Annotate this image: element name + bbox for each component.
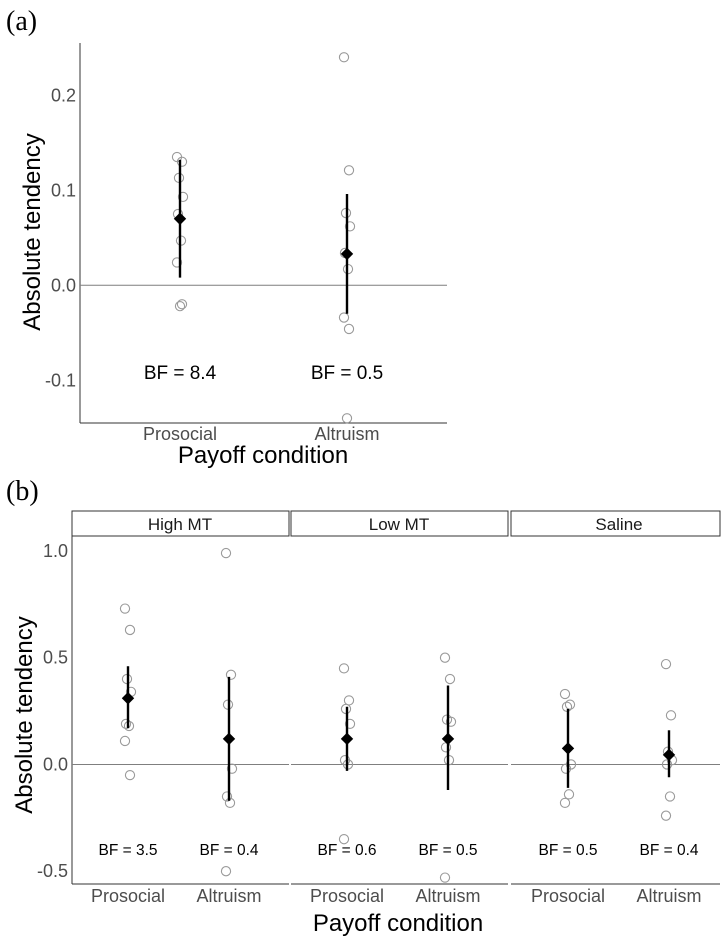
facet-strip-saline bbox=[510, 510, 721, 537]
facet-strip-high-mt bbox=[71, 510, 290, 537]
facet-saline-altruism-bf-label: BF = 0.4 bbox=[639, 842, 698, 859]
facet-saline-x-tick-label: Altruism bbox=[636, 886, 701, 906]
facet-low-mt-prosocial-bf-label: BF = 0.6 bbox=[317, 842, 376, 859]
facet-low-mt-altruism-point bbox=[445, 716, 457, 727]
panel-b-x-axis-title: Payoff condition bbox=[313, 910, 483, 936]
panel-a-x-axis-title: Payoff condition bbox=[178, 442, 348, 469]
panel-a-x-tick-label: Altruism bbox=[314, 424, 379, 444]
panel-a-y-tick-label: -0.1 bbox=[45, 370, 76, 390]
facet-high-mt-x-tick-label: Altruism bbox=[196, 886, 261, 906]
panel-b-y-axis-title: Absolute tendency bbox=[11, 616, 38, 813]
facet-low-mt-x-tick-label: Prosocial bbox=[310, 886, 384, 906]
panel-a-altruism-point bbox=[338, 52, 350, 63]
facet-high-mt-altruism-bf-label: BF = 0.4 bbox=[199, 842, 258, 859]
facet-saline-x-tick-label: Prosocial bbox=[531, 886, 605, 906]
facet-high-mt-x-tick-label: Prosocial bbox=[91, 886, 165, 906]
facet-low-mt-x-tick-label: Altruism bbox=[415, 886, 480, 906]
facet-saline-prosocial-bf-label: BF = 0.5 bbox=[538, 842, 597, 859]
panel-a-altruism-point bbox=[343, 165, 355, 176]
facet-saline-prosocial-point bbox=[564, 699, 576, 710]
facet-low-mt-altruism-point bbox=[444, 673, 456, 685]
facet-saline-altruism-mean-marker bbox=[662, 748, 676, 762]
panel-a-prosocial-bf-label: BF = 8.4 bbox=[144, 363, 217, 384]
facet-saline-altruism-point bbox=[660, 810, 672, 821]
panel-a-altruism-point bbox=[341, 413, 353, 424]
panel-a-prosocial-mean-marker bbox=[173, 212, 187, 225]
facet-saline-prosocial-point bbox=[560, 763, 572, 774]
panel-a-label: (a) bbox=[6, 6, 37, 37]
facet-saline-altruism-point bbox=[664, 791, 676, 802]
panel-b-y-tick-label: 0.5 bbox=[43, 648, 68, 668]
facet-low-mt-altruism-point bbox=[439, 872, 451, 883]
facet-low-mt-prosocial-point bbox=[344, 718, 356, 730]
facet-high-mt-prosocial-bf-label: BF = 3.5 bbox=[98, 842, 157, 859]
facet-low-mt-altruism-point bbox=[440, 742, 452, 753]
panel-a-altruism-point bbox=[338, 312, 350, 323]
facet-high-mt-prosocial-mean-marker bbox=[121, 692, 135, 705]
panel-b-y-tick-label: 0.0 bbox=[43, 754, 68, 774]
panel-a-prosocial-point bbox=[176, 299, 188, 310]
panel-a-prosocial-point bbox=[176, 156, 188, 167]
panel-a-prosocial-point bbox=[177, 191, 189, 203]
panel-a-altruism-point bbox=[344, 221, 356, 232]
facet-low-mt-altruism-point bbox=[439, 652, 451, 663]
facet-saline-altruism-point bbox=[660, 658, 672, 670]
facet-strip-low-mt bbox=[290, 510, 509, 537]
panel-a-prosocial-point bbox=[171, 257, 183, 268]
facet-low-mt-prosocial-point bbox=[338, 834, 350, 845]
facet-saline-prosocial-point bbox=[563, 789, 575, 800]
facet-high-mt-prosocial-point bbox=[119, 603, 131, 614]
facet-high-mt-altruism-point bbox=[226, 763, 238, 774]
panel-b: (b) High MT Low MT Saline -0.5 0.0 0.5 1.0 P… bbox=[6, 476, 721, 936]
facet-strip-label-high-mt: High MT bbox=[148, 515, 212, 534]
facet-high-mt-prosocial-point bbox=[124, 624, 136, 636]
facet-high-mt-altruism-point bbox=[225, 669, 237, 680]
panel-b-y-tick-label: -0.5 bbox=[37, 861, 68, 881]
panel-a: (a) -0.1 0.0 0.1 0.2 Prosocial Altruism BF = 8… bbox=[6, 6, 447, 469]
facet-low-mt-prosocial-point bbox=[343, 695, 355, 706]
facet-low-mt-prosocial-mean-marker bbox=[340, 732, 354, 746]
facet-low-mt-prosocial-point bbox=[338, 663, 350, 674]
panel-a-prosocial-point bbox=[174, 300, 186, 312]
facet-high-mt-prosocial-point bbox=[120, 718, 132, 730]
panel-b-label: (b) bbox=[6, 476, 39, 507]
panel-a-y-tick-label: 0.1 bbox=[51, 180, 76, 200]
facet-high-mt-prosocial-point bbox=[124, 769, 136, 781]
facet-saline-altruism-point bbox=[665, 710, 677, 721]
facet-strip-label-low-mt: Low MT bbox=[369, 515, 429, 534]
panel-a-altruism-mean-marker bbox=[340, 247, 354, 261]
facet-high-mt-prosocial-point bbox=[119, 735, 131, 747]
facet-high-mt-altruism-point bbox=[221, 791, 233, 802]
facet-saline-prosocial-mean-marker bbox=[561, 742, 575, 755]
facet-high-mt-altruism-mean-marker bbox=[222, 732, 236, 746]
panel-a-y-axis-title: Absolute tendency bbox=[19, 133, 46, 330]
facet-low-mt-altruism-mean-marker bbox=[441, 732, 455, 746]
facet-saline-altruism-point bbox=[661, 759, 673, 770]
facet-high-mt-altruism-point bbox=[220, 547, 232, 559]
panel-a-x-tick-label: Prosocial bbox=[143, 424, 217, 444]
facet-saline-prosocial-point bbox=[559, 688, 571, 700]
panel-b-y-tick-label: 1.0 bbox=[43, 541, 68, 561]
facet-strip-label-saline: Saline bbox=[595, 515, 642, 534]
facet-high-mt-altruism-point bbox=[220, 866, 232, 877]
panel-a-altruism-point bbox=[343, 323, 355, 335]
panel-a-y-tick-label: 0.2 bbox=[51, 85, 76, 105]
facet-low-mt-altruism-bf-label: BF = 0.5 bbox=[418, 842, 477, 859]
panel-a-altruism-bf-label: BF = 0.5 bbox=[311, 363, 383, 384]
facet-saline-prosocial-point bbox=[559, 797, 571, 809]
panel-a-y-tick-label: 0.0 bbox=[51, 275, 76, 295]
